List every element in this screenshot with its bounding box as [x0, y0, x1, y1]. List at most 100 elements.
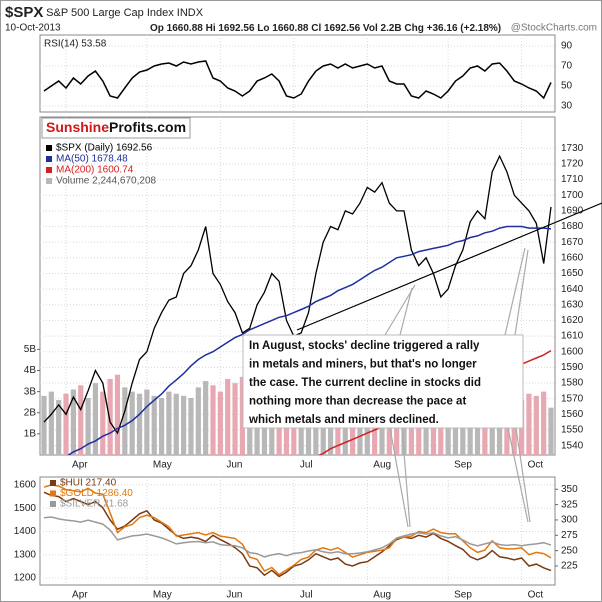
volume-bar — [63, 393, 69, 455]
volume-bar — [107, 378, 113, 455]
series-line — [43, 484, 552, 576]
annotation: In August, stocks' decline triggered a r… — [242, 334, 524, 429]
y-tick-label: 1620 — [561, 315, 584, 326]
y-tick-label: 1730 — [561, 143, 584, 154]
y-tick-label: 3B — [24, 386, 37, 397]
volume-bar — [225, 378, 231, 455]
annotation-line: the case. The current decline in stocks … — [249, 377, 481, 389]
y-tick-label: 90 — [561, 41, 573, 52]
x-tick-label: Jul — [300, 590, 313, 601]
y-tick-label: 1500 — [14, 503, 37, 514]
volume-bar — [548, 407, 554, 455]
y-tick-label: 325 — [561, 499, 578, 510]
legend-label: Volume 2,244,670,208 — [56, 176, 157, 187]
y-tick-label: 1700 — [561, 190, 584, 201]
y-tick-label: 1300 — [14, 549, 37, 560]
volume-bar — [129, 391, 135, 455]
y-tick-label: 1710 — [561, 174, 584, 185]
y-tick-label: 1560 — [561, 409, 584, 420]
y-tick-label: 1590 — [561, 362, 584, 373]
y-tick-label: 250 — [561, 545, 578, 556]
quote-line: Op 1660.88 Hi 1692.56 Lo 1660.88 Cl 1692… — [150, 23, 501, 34]
volume-bar — [158, 397, 165, 455]
annotation-line: in metals and miners, but that's no long… — [249, 359, 477, 371]
x-tick-label: Jun — [226, 590, 242, 601]
series-line — [67, 225, 552, 455]
y-tick-label: 225 — [561, 561, 578, 572]
x-tick-label: Oct — [528, 590, 544, 601]
index-name: S&P 500 Large Cap Index INDX — [46, 7, 204, 19]
x-tick-label: Sep — [454, 590, 472, 601]
y-tick-label: 1200 — [14, 573, 37, 584]
volume-bar — [151, 395, 157, 455]
y-tick-label: 4B — [24, 365, 37, 376]
y-tick-label: 2B — [24, 407, 37, 418]
panel — [39, 34, 556, 113]
y-tick-label: 1660 — [561, 252, 584, 263]
volume-bar — [232, 383, 238, 455]
y-tick-label: 1570 — [561, 393, 584, 404]
pointer — [389, 427, 409, 528]
y-tick-label: 1550 — [561, 425, 584, 436]
logo-part2: Profits.com — [109, 119, 186, 135]
volume-bar — [136, 393, 143, 455]
y-tick-label: 1690 — [561, 206, 584, 217]
legend-label: MA(200) 1600.74 — [56, 165, 134, 176]
volume-bar — [217, 391, 223, 455]
y-tick-label: 1630 — [561, 299, 584, 310]
y-tick-label: 50 — [561, 81, 573, 92]
logo-part1: Sunshine — [46, 119, 109, 135]
volume-bar — [41, 395, 47, 455]
y-tick-label: 1600 — [14, 480, 37, 491]
series-line — [43, 60, 552, 100]
y-tick-label: 1540 — [561, 440, 584, 451]
y-tick-label: 350 — [561, 484, 578, 495]
legend-swatch — [50, 490, 56, 497]
legend-swatch — [50, 480, 56, 486]
source: @StockCharts.com — [511, 23, 597, 34]
change: Chg +36.16 (+2.18%) — [404, 23, 501, 34]
y-tick-label: 5B — [24, 344, 37, 355]
x-tick-label: Aug — [373, 460, 391, 471]
volume-bar — [533, 395, 539, 455]
y-tick-label: 1640 — [561, 284, 584, 295]
pointer — [507, 427, 529, 523]
pointer — [504, 247, 526, 336]
volume-bar — [78, 385, 84, 455]
legend-swatch — [46, 145, 52, 151]
x-tick-label: May — [153, 460, 172, 471]
volume-bar — [203, 381, 209, 455]
legend-label: $HUI 217.40 — [60, 478, 117, 489]
x-tick-label: May — [153, 590, 172, 601]
volume-bar — [239, 376, 245, 455]
x-tick-label: Apr — [72, 460, 88, 471]
volume-bar — [364, 402, 370, 455]
volume-bar — [122, 387, 128, 455]
series-line — [43, 516, 552, 558]
y-tick-label: 30 — [561, 101, 573, 112]
logo: SunshineProfits.com — [41, 117, 191, 139]
date: 10-Oct-2013 — [5, 23, 61, 34]
pointer — [401, 427, 411, 528]
y-tick-label: 1B — [24, 429, 37, 440]
volume-bar — [114, 374, 121, 455]
y-tick-label: 70 — [561, 61, 573, 72]
panel-title: RSI(14) 53.58 — [44, 39, 107, 50]
volume-bar — [100, 391, 106, 455]
y-tick-label: 275 — [561, 530, 578, 541]
volume-bar — [379, 404, 385, 455]
pointer — [384, 284, 416, 336]
annotation-box — [242, 334, 524, 429]
trend-line — [296, 202, 602, 331]
volume-bar — [70, 389, 76, 455]
volume-bar — [181, 395, 187, 455]
volume-bar — [541, 391, 547, 455]
volume-bar — [173, 393, 179, 455]
y-tick-label: 1720 — [561, 159, 584, 170]
symbol: $SPX — [5, 4, 43, 21]
volume-bar — [56, 400, 62, 455]
volume-bar — [85, 397, 91, 455]
legend-label: $SILVER 21.68 — [60, 499, 129, 510]
y-tick-label: 1580 — [561, 378, 584, 389]
